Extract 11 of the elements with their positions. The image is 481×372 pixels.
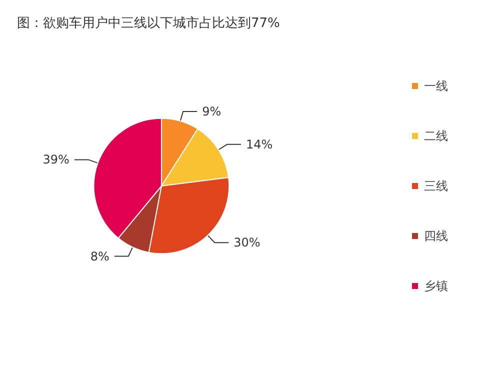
legend-label: 三线 [424, 179, 448, 193]
data-label: 14% [246, 137, 273, 152]
data-label: 8% [90, 249, 110, 264]
legend-label: 四线 [424, 229, 448, 243]
data-label: 30% [234, 236, 260, 250]
data-label: 9% [202, 104, 222, 118]
data-label: 39% [42, 152, 70, 167]
chart-title: 图：欲购车用户中三线以下城市占比达到77% [17, 16, 280, 31]
legend-label: 乡镇 [424, 279, 448, 293]
legend-label: 一线 [424, 79, 448, 93]
legend-label: 二线 [424, 129, 448, 143]
